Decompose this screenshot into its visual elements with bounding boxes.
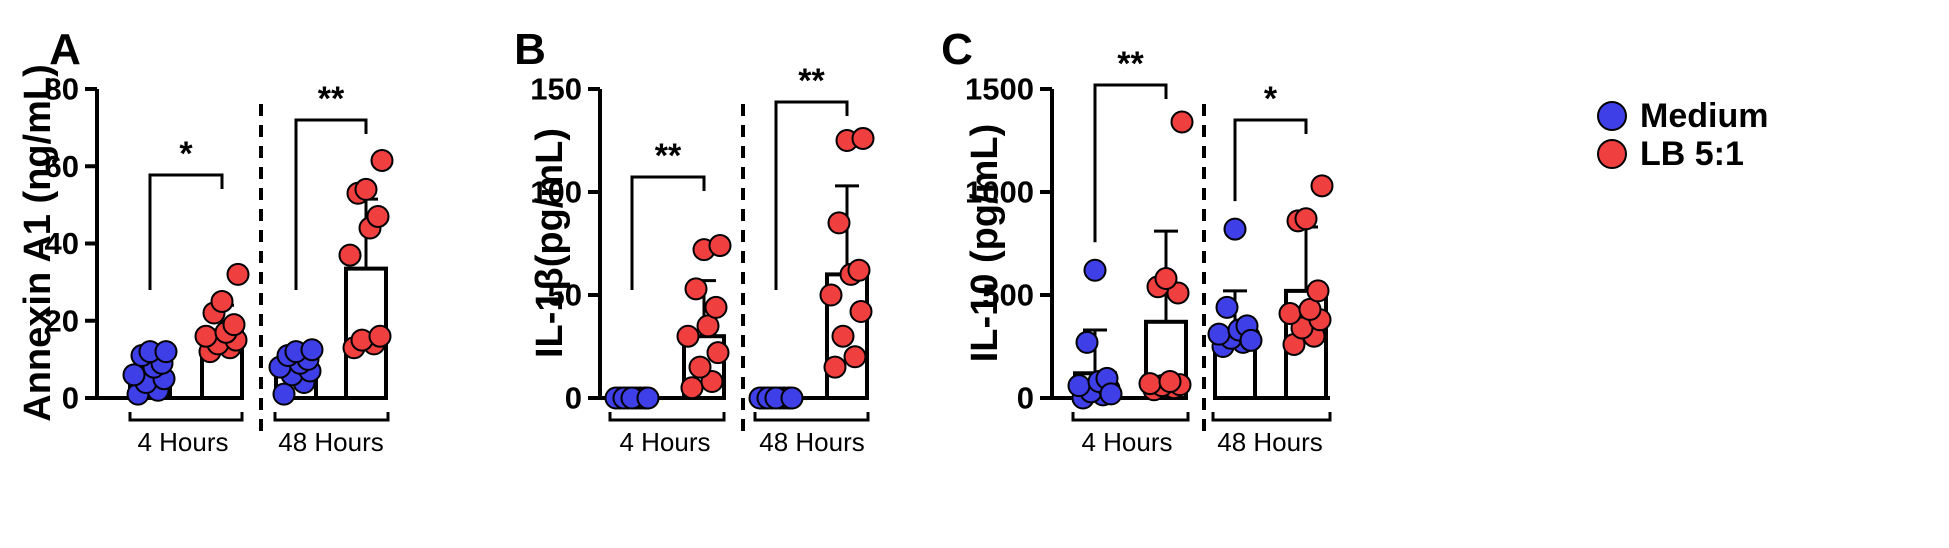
data-point [1067,374,1091,398]
y-tick-label: 20 [45,303,79,338]
significance-bracket [148,173,224,290]
data-point [823,355,847,379]
group-label: 4 Hours [619,427,710,457]
group-label: 48 Hours [278,427,384,457]
group-bracket [608,412,726,422]
data-point [843,345,867,369]
data-point [684,277,708,301]
data-point [1207,322,1231,346]
data-point [272,382,296,406]
y-axis-title: Annexin A1 (ng/mL) [17,64,59,421]
data-point [210,289,234,313]
group-bracket [273,412,390,422]
y-axis-title: IL-10 (pg/mL) [964,124,1006,363]
data-point [851,126,875,150]
data-point [122,363,146,387]
data-point [1239,328,1263,352]
data-point [827,211,851,235]
panel-letter: B [514,25,546,74]
significance-label: * [179,135,193,173]
y-axis-title: IL-1β(pg/mL) [529,128,571,358]
significance-label: ** [1117,45,1144,83]
bar [200,328,244,400]
y-tick-label: 0 [62,381,79,416]
data-point [226,262,250,286]
significance-label: ** [318,80,345,118]
data-point [831,324,855,348]
data-point [1158,370,1182,394]
panel-letter: C [941,25,973,74]
data-point [780,386,804,410]
data-point [1138,372,1162,396]
y-tick-label: 150 [530,72,582,107]
data-point [1170,110,1194,134]
data-point [1310,174,1334,198]
group-bracket [1211,412,1332,422]
data-point [366,204,390,228]
y-tick-label: 500 [982,278,1034,313]
legend-marker [1597,101,1627,131]
data-point [1223,217,1247,241]
data-point [1099,382,1123,406]
data-point [194,324,218,348]
group-label: 48 Hours [759,427,865,457]
data-point [1075,330,1099,354]
significance-bracket [774,100,849,290]
data-point [338,243,362,267]
data-point [636,386,660,410]
group-bracket [128,412,244,422]
group-label: 48 Hours [1217,427,1323,457]
data-point [370,148,394,172]
data-point [1294,207,1318,231]
significance-bracket [294,118,368,290]
y-tick-label: 40 [45,226,79,261]
significance-bracket [1093,83,1168,243]
group-label: 4 Hours [1081,427,1172,457]
data-point [676,324,700,348]
y-tick-label: 0 [1017,381,1034,416]
significance-bracket [630,175,706,290]
data-point [819,283,843,307]
data-point [1278,302,1302,326]
panel-letter: A [49,25,81,74]
significance-label: * [1264,80,1278,118]
group-bracket [753,412,870,422]
legend-label: LB 5:1 [1640,135,1744,173]
group-bracket [1071,412,1190,422]
data-point [1215,295,1239,319]
y-tick-label: 80 [45,72,79,107]
y-tick-label: 1000 [965,175,1034,210]
y-tick-label: 100 [530,175,582,210]
data-point [849,299,873,323]
legend-marker [1597,139,1627,169]
data-point [1154,267,1178,291]
data-point [1083,258,1107,282]
data-point [704,295,728,319]
y-tick-label: 1500 [965,72,1034,107]
y-tick-label: 0 [565,381,582,416]
data-point [154,340,178,364]
data-point [706,341,730,365]
significance-bracket [1233,118,1308,202]
data-point [222,313,246,337]
data-point [354,177,378,201]
data-point [688,355,712,379]
data-point [300,338,324,362]
data-point [368,324,392,348]
data-point [708,234,732,258]
significance-label: ** [798,62,825,100]
data-point [847,258,871,282]
y-tick-label: 50 [548,278,582,313]
data-point [1306,279,1330,303]
legend-label: Medium [1640,97,1768,135]
significance-label: ** [655,137,682,175]
group-label: 4 Hours [137,427,228,457]
y-tick-label: 60 [45,149,79,184]
data-point [680,376,704,400]
